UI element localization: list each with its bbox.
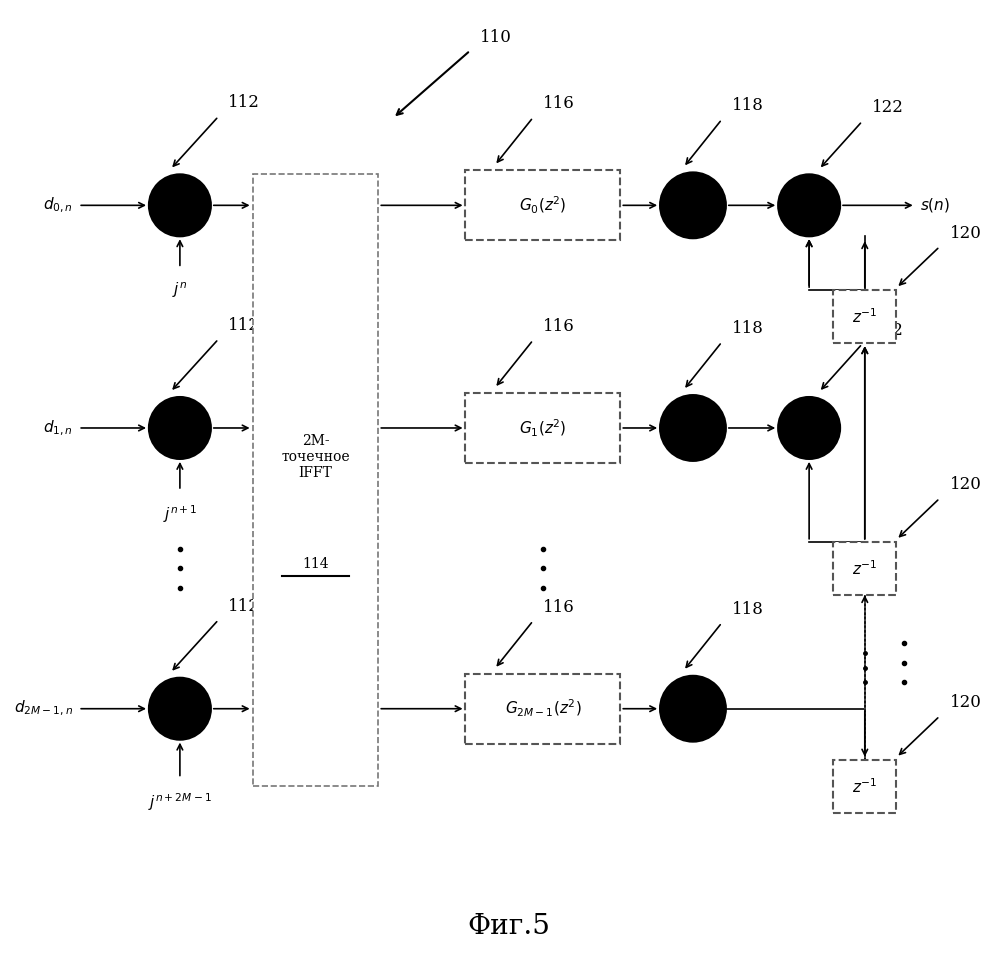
- Text: $j^{n+2M-1}$: $j^{n+2M-1}$: [148, 791, 212, 813]
- Text: 116: 116: [543, 96, 575, 112]
- Circle shape: [660, 675, 726, 742]
- Text: 112: 112: [228, 598, 260, 615]
- Text: $\times$: $\times$: [172, 699, 188, 718]
- Text: 120: 120: [949, 694, 981, 712]
- Text: $j^{n+1}$: $j^{n+1}$: [163, 504, 197, 525]
- Text: M$\uparrow$: M$\uparrow$: [680, 421, 706, 435]
- Text: 118: 118: [732, 98, 764, 114]
- Text: Фиг.5: Фиг.5: [468, 913, 550, 940]
- Circle shape: [149, 175, 211, 236]
- Text: $G_1(z^2)$: $G_1(z^2)$: [519, 418, 567, 438]
- Text: 110: 110: [480, 28, 512, 46]
- FancyBboxPatch shape: [465, 673, 620, 744]
- Text: 114: 114: [302, 556, 329, 571]
- Text: 116: 116: [543, 318, 575, 335]
- Text: $\times$: $\times$: [172, 419, 188, 437]
- Text: $z^{-1}$: $z^{-1}$: [852, 307, 878, 326]
- Text: $d_{0,n}$: $d_{0,n}$: [43, 195, 73, 215]
- Circle shape: [778, 397, 840, 459]
- Text: 122: 122: [872, 100, 904, 116]
- Text: $\times$: $\times$: [172, 196, 188, 215]
- Circle shape: [660, 395, 726, 461]
- Text: 116: 116: [543, 599, 575, 616]
- Circle shape: [778, 175, 840, 236]
- Text: 112: 112: [228, 95, 260, 111]
- Text: $d_{1,n}$: $d_{1,n}$: [43, 419, 73, 437]
- Circle shape: [149, 397, 211, 459]
- Circle shape: [660, 173, 726, 238]
- Text: 118: 118: [732, 320, 764, 337]
- Text: 120: 120: [949, 476, 981, 493]
- Text: M$\uparrow$: M$\uparrow$: [680, 702, 706, 715]
- Text: $+$: $+$: [800, 418, 818, 438]
- Text: 118: 118: [732, 600, 764, 618]
- Text: 112: 112: [228, 317, 260, 334]
- FancyBboxPatch shape: [833, 759, 896, 813]
- Text: $z^{-1}$: $z^{-1}$: [852, 559, 878, 578]
- FancyBboxPatch shape: [253, 175, 378, 786]
- Text: M$\uparrow$: M$\uparrow$: [680, 198, 706, 213]
- Text: 122: 122: [872, 322, 904, 339]
- FancyBboxPatch shape: [465, 393, 620, 463]
- Text: $G_{2M-1}(z^2)$: $G_{2M-1}(z^2)$: [505, 698, 581, 719]
- Text: $j^{n}$: $j^{n}$: [172, 281, 187, 301]
- Text: 120: 120: [949, 224, 981, 242]
- Text: $+$: $+$: [800, 195, 818, 216]
- Text: $s(n)$: $s(n)$: [920, 196, 951, 215]
- FancyBboxPatch shape: [465, 171, 620, 240]
- Text: $G_0(z^2)$: $G_0(z^2)$: [519, 195, 567, 216]
- FancyBboxPatch shape: [833, 290, 896, 344]
- FancyBboxPatch shape: [833, 542, 896, 595]
- Text: $d_{2M-1,n}$: $d_{2M-1,n}$: [14, 699, 73, 718]
- Text: $z^{-1}$: $z^{-1}$: [852, 777, 878, 795]
- Text: 2M-
точечное
IFFT: 2M- точечное IFFT: [281, 433, 350, 480]
- Circle shape: [149, 677, 211, 740]
